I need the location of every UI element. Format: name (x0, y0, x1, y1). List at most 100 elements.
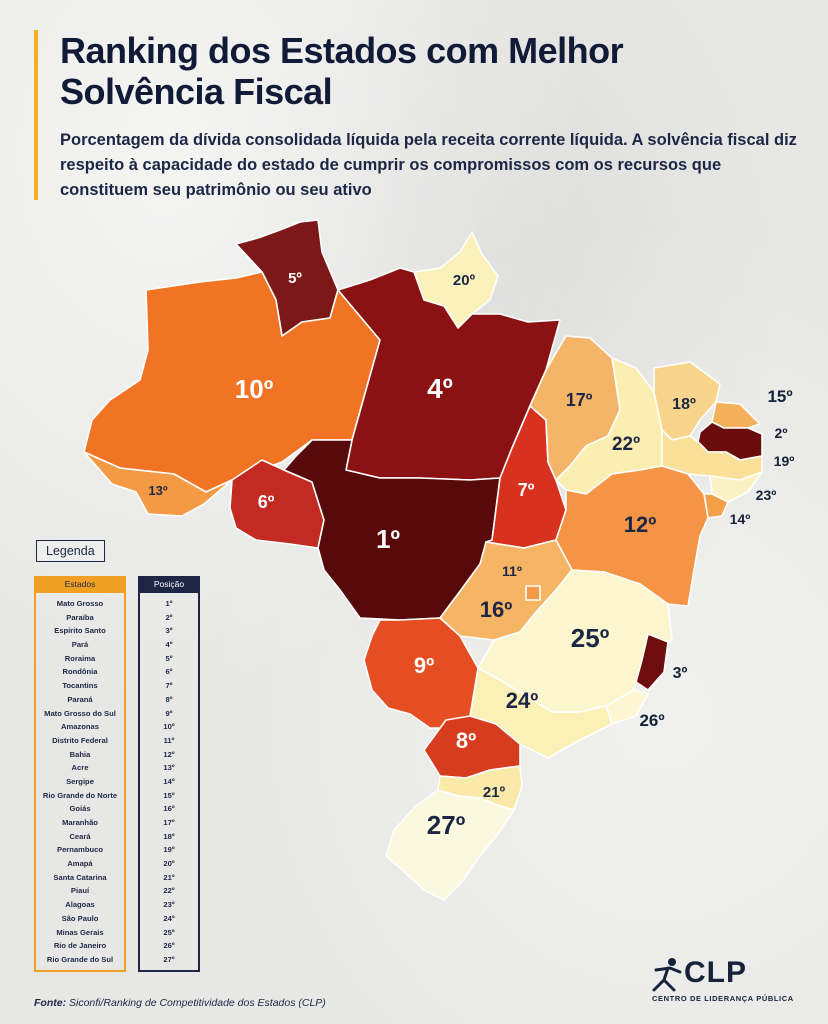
legend-state-name: Minas Gerais (56, 927, 104, 937)
state-rank-label: 7º (518, 480, 535, 500)
state-rank-label: 10º (235, 374, 274, 404)
source-note: Fonte: Siconfi/Ranking de Competitividad… (34, 997, 326, 1009)
legend-state-name: Tocantins (62, 681, 98, 691)
state-rank-callout: 15º (767, 387, 792, 406)
legend-position-header: Posição (138, 576, 200, 593)
state-shape-MS[interactable] (363, 617, 479, 729)
legend-state-name: Paraíba (66, 612, 94, 622)
state-rank-label: 1º (376, 524, 400, 554)
legend-state-name: Alagoas (65, 900, 95, 910)
legend-state-position: 18º (163, 831, 175, 841)
legend-state-position: 4º (165, 640, 173, 650)
clp-logo-text: CLP (684, 956, 747, 989)
legend-state-position: 11º (163, 735, 175, 745)
state-rank-label: 25º (571, 623, 610, 653)
legend-state-name: Sergipe (66, 776, 94, 786)
state-rank-label: 20º (453, 272, 476, 289)
state-shape-RS[interactable] (385, 789, 515, 901)
legend-state-name: Goiás (69, 804, 91, 814)
legend-states-column: Estados Mato Grosso Paraíba Espírito Santo… (34, 576, 126, 972)
state-rank-label: 5º (288, 270, 302, 287)
state-rank-callout: 2º (775, 425, 788, 441)
page-title: Ranking dos Estados com Melhor Solvência… (60, 30, 624, 112)
legend-state-position: 17º (163, 818, 175, 827)
legend-state-name: Rio de Janeiro (53, 941, 107, 951)
state-shape-RN[interactable] (711, 401, 761, 429)
legend-state-position: 9º (165, 708, 173, 718)
legend-state-name: Roraima (64, 653, 96, 663)
state-rank-label: 11º (502, 563, 522, 579)
legend-position-column: Posição 1º 2º 3º 4º 5º 6º 7º 8º 9º 10º 11º 12º 13º 14… (138, 576, 200, 972)
state-rank-label: 8º (456, 728, 476, 753)
state-shape-PE[interactable] (661, 429, 763, 481)
legend-state-name: Rio Grande do Norte (42, 790, 118, 800)
state-rank-callout: 14º (730, 511, 751, 527)
state-rank-callout: 3º (673, 665, 688, 682)
legend-state-position: 15º (163, 790, 175, 800)
legend-state-position: 19º (163, 845, 175, 855)
legend-state-position: 8º (165, 694, 173, 704)
legend-state-name: Rio Grande do Sul (46, 954, 114, 964)
state-rank-callout: 23º (756, 487, 777, 503)
state-rank-label: 13º (148, 483, 167, 498)
state-shape-CE[interactable] (653, 361, 721, 441)
legend-state-position: 21º (163, 872, 175, 882)
legend-state-name: Mato Grosso do Sul (44, 708, 116, 718)
state-shape-ES[interactable] (635, 633, 669, 691)
legend-state-name: Amazonas (61, 722, 99, 732)
state-rank-label: 4º (427, 373, 453, 404)
legend-state-position: 26º (163, 941, 175, 951)
state-rank-label: 17º (566, 390, 593, 410)
legend-state-name: Pernambuco (57, 845, 103, 855)
legend-state-position: 7º (165, 681, 173, 691)
legend-state-name: Amapá (67, 859, 93, 869)
state-rank-label: 12º (624, 512, 657, 537)
source-text: Siconfi/Ranking de Competitividade dos E… (69, 997, 326, 1009)
state-rank-label: 21º (483, 784, 506, 801)
state-rank-label: 18º (672, 396, 696, 413)
state-rank-label: 9º (414, 653, 434, 678)
legend-states-list: Mato Grosso Paraíba Espírito Santo Pará Rora… (34, 593, 126, 972)
clp-logo-subtitle: CENTRO DE LIDERANÇA PÚBLICA (652, 994, 794, 1003)
legend-state-name: Pará (71, 640, 89, 650)
legend-state-position: 27º (163, 954, 175, 964)
legend-state-name: Maranhão (62, 818, 98, 827)
legend-state-position: 16º (163, 804, 175, 814)
state-rank-callout: 19º (774, 453, 795, 469)
legend-position-list: 1º 2º 3º 4º 5º 6º 7º 8º 9º 10º 11º 12º 13º 14º 15º 16º 1… (138, 593, 200, 972)
legend-state-name: Distrito Federal (52, 735, 108, 745)
legend-state-position: 2º (165, 612, 173, 622)
legend-state-position: 12º (163, 749, 175, 759)
legend-state-position: 13º (163, 763, 175, 773)
state-rank-label: 22º (612, 434, 640, 455)
legend-state-name: Piauí (70, 886, 90, 896)
state-rank-callout: 26º (639, 711, 664, 730)
legend-state-position: 22º (163, 886, 175, 896)
legend-state-name: Bahia (69, 749, 91, 759)
legend-title: Legenda (36, 540, 105, 562)
legend-state-position: 23º (163, 900, 175, 910)
legend-states-header: Estados (34, 576, 126, 593)
legend-state-name: Paraná (67, 694, 93, 704)
legend-state-position: 25º (163, 927, 175, 937)
legend-state-position: 20º (163, 859, 175, 869)
state-rank-label: 24º (506, 688, 539, 713)
legend-state-position: 3º (165, 626, 173, 636)
legend-state-position: 5º (165, 653, 173, 663)
clp-figure-icon (652, 958, 682, 992)
source-label: Fonte: (34, 997, 67, 1009)
legend-state-position: 6º (165, 667, 173, 677)
page-subtitle: Porcentagem da dívida consolidada líquid… (60, 131, 797, 199)
state-rank-label: 16º (480, 597, 513, 622)
state-rank-label: 6º (258, 492, 275, 512)
clp-logo: CLP CENTRO DE LIDERANÇA PÚBLICA (650, 954, 800, 1010)
legend-state-name: São Paulo (61, 913, 99, 923)
title-accent-bar (34, 30, 38, 200)
state-shape-DF[interactable] (525, 585, 541, 601)
legend-state-name: Rondônia (62, 667, 98, 677)
legend-state-position: 14º (163, 776, 175, 786)
state-shape-AC[interactable] (83, 451, 233, 517)
legend-state-name: Acre (71, 763, 89, 773)
legend-state-name: Espírito Santo (54, 626, 106, 636)
